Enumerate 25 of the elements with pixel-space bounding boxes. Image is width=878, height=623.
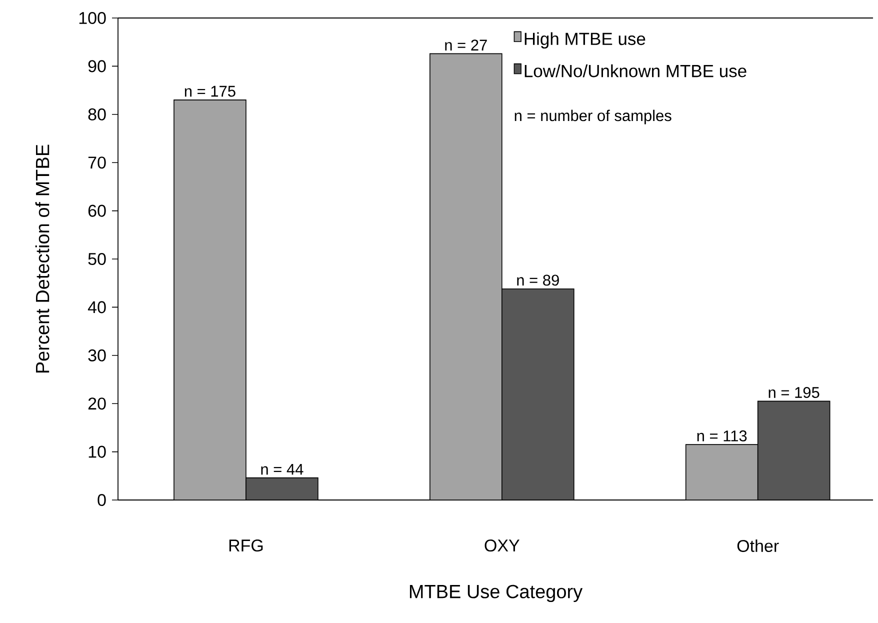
- y-tick-label: 0: [98, 494, 106, 506]
- y-tick-label: 40: [88, 301, 106, 314]
- annotation: n = 175: [184, 86, 236, 97]
- y-tick-label: 20: [88, 398, 106, 410]
- x-axis-title: MTBE Use Category: [410, 584, 583, 602]
- y-tick-label: 80: [88, 108, 106, 120]
- legend-label: High MTBE use: [524, 32, 646, 49]
- y-axis-title: Percent Detection of MTBE: [35, 144, 50, 373]
- x-tick-label: Other: [737, 540, 779, 552]
- annotation: n = 195: [768, 387, 820, 398]
- annotation: n = 44: [261, 464, 304, 475]
- y-tick-label: 90: [88, 60, 106, 72]
- annotation: n = 113: [697, 430, 747, 442]
- y-tick-label: 100: [79, 12, 106, 24]
- y-tick-label: 50: [88, 252, 106, 266]
- legend-label: Low/No/Unknown MTBE use: [524, 64, 746, 78]
- y-tick-label: 10: [88, 446, 106, 458]
- annotation: n = number of samples: [514, 110, 672, 124]
- y-tick-label: 60: [88, 204, 106, 217]
- y-tick-label: 70: [88, 156, 106, 169]
- x-tick-label: OXY: [484, 540, 520, 552]
- y-tick-label: 30: [88, 349, 106, 362]
- x-tick-label: RFG: [229, 540, 263, 552]
- annotation: n = 27: [445, 40, 487, 50]
- annotation: n = 89: [517, 274, 559, 286]
